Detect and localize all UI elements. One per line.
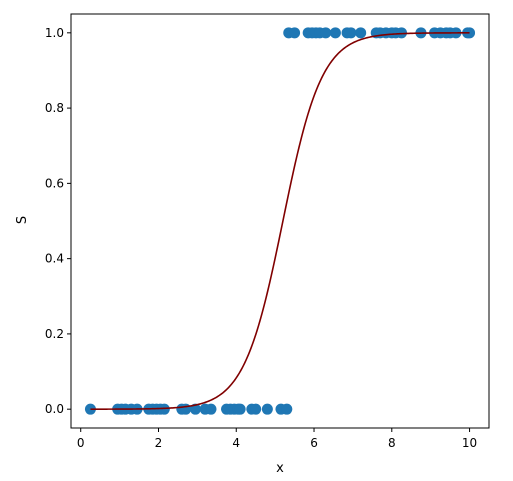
y-tick-label: 0.6 bbox=[45, 176, 64, 190]
x-tick-label: 0 bbox=[77, 436, 85, 450]
data-point bbox=[289, 27, 301, 39]
data-point bbox=[396, 27, 408, 39]
y-tick-label: 0.2 bbox=[45, 327, 64, 341]
x-tick-label: 10 bbox=[462, 436, 477, 450]
x-tick-label: 4 bbox=[232, 436, 240, 450]
data-point bbox=[234, 403, 246, 415]
x-tick-label: 8 bbox=[388, 436, 396, 450]
y-axis-label: S bbox=[15, 216, 30, 224]
data-point bbox=[355, 27, 367, 39]
data-point bbox=[320, 27, 332, 39]
x-tick-label: 6 bbox=[310, 436, 318, 450]
y-tick-label: 0.4 bbox=[45, 252, 64, 266]
data-point bbox=[281, 403, 293, 415]
data-point bbox=[189, 403, 201, 415]
fit-curve bbox=[90, 32, 470, 410]
data-point bbox=[329, 27, 341, 39]
data-point bbox=[205, 403, 217, 415]
y-tick-label: 1.0 bbox=[45, 26, 64, 40]
x-axis-label: x bbox=[276, 461, 284, 476]
plot-frame bbox=[70, 13, 490, 429]
data-point bbox=[261, 403, 273, 415]
x-tick-label: 2 bbox=[155, 436, 163, 450]
axes: 0 2 4 6 8 10 0.0 0.2 0.4 0.6 0.8 1.0 bbox=[45, 13, 490, 450]
y-tick-label: 0.0 bbox=[45, 402, 64, 416]
y-tick-label: 0.8 bbox=[45, 101, 64, 115]
data-point bbox=[158, 403, 170, 415]
data-point bbox=[250, 403, 262, 415]
data-point bbox=[345, 27, 357, 39]
plot-area bbox=[84, 27, 476, 415]
